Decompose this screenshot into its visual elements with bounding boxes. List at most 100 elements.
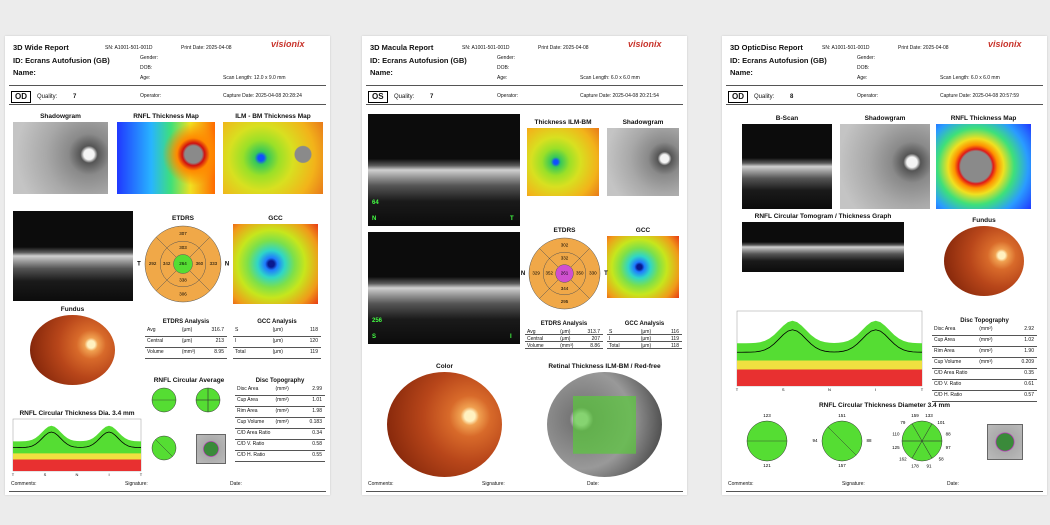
panel-label: Color	[436, 363, 453, 370]
table-cell: C/D V. Ratio	[237, 441, 265, 447]
report-graphics: 123 121 151 94 88 157 159 133 101 88 97 58 91 178 162 1…	[736, 310, 951, 468]
etdrs-value: 344	[561, 286, 569, 291]
report-page: 123 121 151 94 88 157 159 133 101 88 97 58 91 178 162 1…	[722, 36, 1047, 495]
eye: OD	[728, 91, 748, 103]
divider	[607, 341, 682, 342]
divider	[932, 335, 1037, 336]
fundus-image	[944, 226, 1024, 296]
table-cell: Rim Area	[237, 408, 258, 414]
table-title: GCC Analysis	[257, 319, 297, 325]
table-title: ETDRS Analysis	[162, 319, 210, 325]
serial-number: SN: A1001-501-001D	[462, 45, 510, 51]
panel-label: ETDRS	[171, 215, 195, 222]
divider	[235, 439, 325, 440]
table-cell: 0.183	[309, 419, 322, 425]
etdrs-value: 332	[561, 255, 569, 260]
divider	[607, 334, 682, 335]
divider	[9, 104, 326, 105]
oct-image	[368, 114, 520, 226]
fundus-image	[387, 372, 502, 477]
table-cell: 0.35	[1024, 370, 1034, 376]
table-cell: 207	[591, 336, 600, 342]
footer-label: Signature:	[842, 481, 865, 487]
dob-label: DOB:	[497, 65, 510, 71]
divider	[233, 347, 321, 348]
age-label: Age:	[497, 75, 508, 81]
logo: visionix	[988, 39, 1022, 49]
footer-label: Signature:	[125, 481, 148, 487]
divider	[235, 450, 325, 451]
print-date: Print Date: 2025-04-08	[538, 45, 589, 51]
sector-divider	[155, 439, 173, 457]
oct-direction-label: S	[372, 334, 377, 340]
operator-label: Operator:	[857, 93, 879, 99]
table-cell: (mm²)	[979, 326, 993, 332]
etdrs-value: 338	[179, 278, 187, 283]
etdrs-divider	[570, 248, 590, 268]
panel-label: ETDRS	[553, 227, 576, 234]
disc-image	[987, 424, 1023, 460]
report-title: 3D Wide Report	[13, 43, 69, 52]
quality: 7	[430, 94, 434, 100]
table-cell: C/D H. Ratio	[934, 392, 963, 398]
gender-label: Gender:	[857, 55, 876, 61]
sector-value: 121	[763, 463, 771, 468]
gender-label: Gender:	[140, 55, 159, 61]
panel-label: ILM - BM Thickness Map	[235, 113, 311, 120]
table-cell: (mm²)	[979, 337, 993, 343]
graph-x-label: S	[782, 387, 785, 392]
panel-label: RNFL Circular Average	[153, 377, 225, 384]
scan-length: Scan Length: 6.0 x 6.0 mm	[580, 75, 640, 81]
table-title: Disc Topography	[255, 378, 305, 384]
graph-x-label: T	[736, 387, 739, 392]
sector-value: 94	[812, 438, 818, 443]
table-cell: 1.01	[312, 397, 322, 403]
table-cell: 118	[671, 343, 679, 349]
divider	[9, 85, 326, 86]
footer-label: Comments:	[368, 481, 394, 487]
sector-value: 88	[866, 438, 872, 443]
sector-value: 133	[925, 413, 933, 418]
divider	[932, 357, 1037, 358]
table-cell: C/D H. Ratio	[237, 452, 266, 458]
panel-label: Shadowgram	[622, 119, 664, 126]
etdrs-value: 303	[179, 245, 187, 250]
table-cell: 8.86	[590, 343, 600, 349]
panel-label: Fundus	[60, 306, 85, 313]
graph-x-label: T	[921, 387, 924, 392]
table-cell: (mm²)	[275, 386, 289, 392]
oct-direction-label: N	[372, 216, 377, 222]
oct-image	[742, 222, 904, 272]
divider	[145, 358, 227, 359]
divider	[145, 347, 227, 348]
etdrs-value: 352	[545, 271, 553, 276]
graph-x-label: T	[140, 472, 143, 477]
divider	[235, 428, 325, 429]
table-cell: 118	[310, 327, 318, 333]
table-cell: Cup Volume	[237, 419, 265, 425]
footer-label: Comments:	[728, 481, 754, 487]
table-cell: (mm³)	[979, 359, 993, 365]
graph-band	[13, 459, 141, 471]
table-cell: Total	[235, 349, 246, 355]
gray-image	[840, 124, 930, 209]
operator-label: Operator:	[497, 93, 519, 99]
capture-date: Capture Date: 2025-04-08 20:57:59	[940, 93, 1019, 99]
report-graphics: 307 303 292 342 264 360 333 338 306 T N T S N I T	[12, 225, 229, 477]
sector-value: 125	[892, 445, 900, 450]
table-cell: (μm)	[272, 349, 283, 355]
etdrs-divider	[189, 270, 211, 292]
name-label: Name:	[13, 68, 36, 77]
table-cell: (μm)	[181, 327, 193, 333]
serial-number: SN: A1001-501-001D	[105, 45, 153, 51]
graph-x-label: S	[44, 472, 47, 477]
etdrs-value: 330	[589, 271, 597, 276]
table-cell: Central	[527, 336, 544, 342]
age-label: Age:	[140, 75, 151, 81]
etdrs-value: 360	[196, 261, 204, 266]
table-cell: C/D Area Ratio	[934, 370, 968, 376]
table-cell: 0.55	[312, 452, 322, 458]
etdrs-side-label: T	[604, 271, 608, 277]
divider	[233, 336, 321, 337]
divider	[235, 417, 325, 418]
